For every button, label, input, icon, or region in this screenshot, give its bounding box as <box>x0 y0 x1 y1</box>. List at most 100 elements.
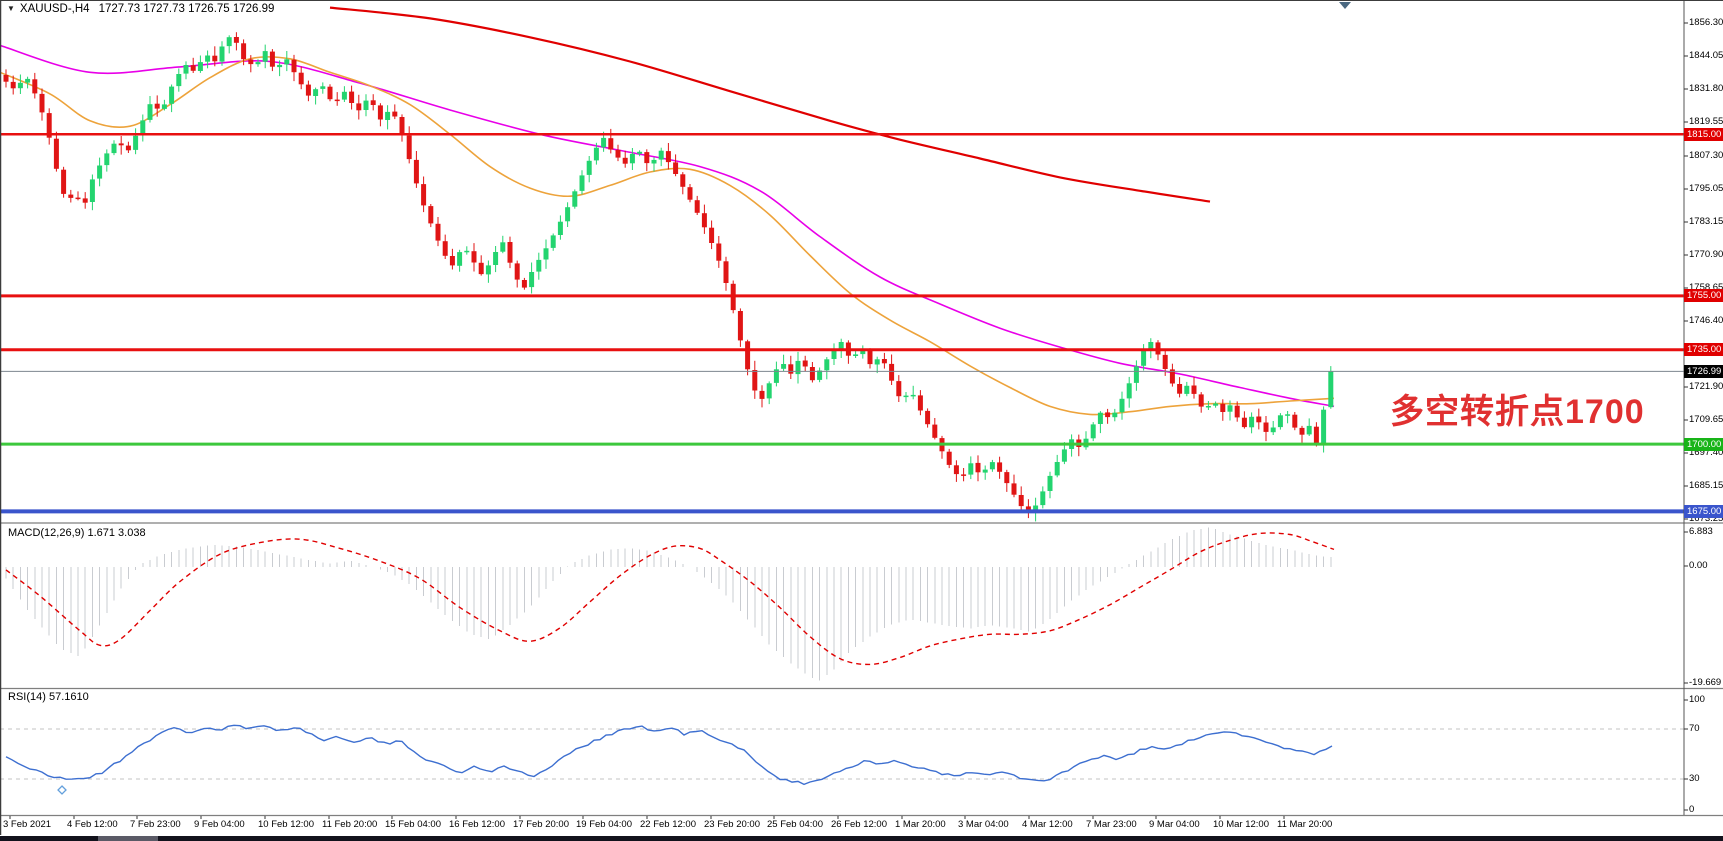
candle-body <box>1011 483 1017 495</box>
price-level-badge: 1675.00 <box>1684 504 1723 518</box>
candle-body <box>565 207 571 222</box>
candle-body <box>694 200 700 213</box>
time-tick-label: 4 Mar 12:00 <box>1022 819 1073 830</box>
time-tick-label: 15 Feb 04:00 <box>385 819 441 830</box>
price-tick-label: 1783.15 <box>1689 216 1723 227</box>
time-tick-label: 22 Feb 12:00 <box>640 819 696 830</box>
time-tick-label: 19 Feb 04:00 <box>576 819 632 830</box>
candle-body <box>385 111 391 120</box>
candle-body <box>795 360 801 375</box>
candle-body <box>658 150 664 160</box>
object-anchor-icon <box>57 785 67 795</box>
candle-body <box>233 37 239 43</box>
candle-body <box>1213 403 1219 406</box>
candle-body <box>629 153 635 164</box>
price-tick-label: 1746.40 <box>1689 315 1723 326</box>
rsi-tick-label: 70 <box>1689 723 1700 734</box>
candle-body <box>881 359 887 364</box>
candle-body <box>1119 398 1125 413</box>
ohlc-readout: 1727.73 1727.73 1726.75 1726.99 <box>98 3 275 15</box>
chart-shift-marker[interactable] <box>1339 2 1351 9</box>
candle-body <box>665 151 671 163</box>
candle-body <box>1241 417 1247 428</box>
macd-tick-label: 0.00 <box>1689 560 1708 571</box>
candle-body <box>1040 491 1046 506</box>
candle-body <box>291 59 297 73</box>
candle-body <box>277 64 283 68</box>
candle-body <box>1004 472 1010 484</box>
candle-body <box>341 91 347 100</box>
candle-body <box>637 151 643 154</box>
candle-body <box>514 263 520 280</box>
price-tick-label: 1844.05 <box>1689 50 1723 61</box>
annotation-text: 多空转折点1700 <box>1390 393 1645 431</box>
candle-body <box>1054 462 1060 476</box>
price-level-badge: 1700.00 <box>1684 437 1723 451</box>
candle-body <box>709 227 715 243</box>
candle-body <box>39 93 45 113</box>
candle-body <box>61 169 67 194</box>
price-tick-label: 1673.25 <box>1689 513 1723 524</box>
rsi-indicator-label: RSI(14) 57.1610 <box>8 691 89 703</box>
time-tick-label: 23 Feb 20:00 <box>704 819 760 830</box>
candle-body <box>557 221 563 235</box>
candle-body <box>975 462 981 473</box>
candle-body <box>651 159 657 164</box>
candle-body <box>464 250 470 253</box>
rsi-line <box>5 724 1333 786</box>
macd-signal-line <box>5 532 1335 666</box>
candle-body <box>997 462 1003 472</box>
candle-body <box>802 360 808 367</box>
taskbar-strip <box>98 836 158 841</box>
candle-body <box>817 370 823 380</box>
symbol-dropdown-arrow-icon: ▼ <box>7 4 15 13</box>
time-tick-label: 9 Mar 04:00 <box>1149 819 1200 830</box>
candle-body <box>32 79 38 94</box>
time-tick-label: 10 Mar 12:00 <box>1213 819 1269 830</box>
candle-body <box>1249 416 1255 428</box>
candle-body <box>1126 383 1132 399</box>
price-tick-label: 1795.05 <box>1689 183 1723 194</box>
candle-body <box>853 354 859 356</box>
candle-body <box>500 242 506 252</box>
macd-tick-label: 6.883 <box>1689 526 1713 537</box>
time-tick-label: 16 Feb 12:00 <box>449 819 505 830</box>
symbol-period-label: XAUUSD-,H4 <box>19 3 90 15</box>
candle-body <box>601 137 607 148</box>
candle-body <box>1061 449 1067 462</box>
time-tick-label: 3 Feb 2021 <box>3 819 52 830</box>
rsi-panel-surface[interactable] <box>0 689 1684 815</box>
candle-body <box>543 248 549 260</box>
candle-body <box>493 252 499 265</box>
candle-body <box>183 65 189 74</box>
candle-body <box>932 424 938 438</box>
candle-body <box>248 59 254 65</box>
candle-body <box>140 120 146 136</box>
price-level-badge: 1815.00 <box>1684 127 1723 141</box>
candle-body <box>421 184 427 206</box>
candle-body <box>176 74 182 87</box>
candle-body <box>1313 426 1319 445</box>
chart-title: ▼ XAUUSD-,H4 1727.73 1727.73 1726.75 1726.… <box>7 3 274 15</box>
price-tick-label: 1685.15 <box>1689 480 1723 491</box>
candle-body <box>104 153 110 166</box>
candle-body <box>903 395 909 398</box>
candle-body <box>212 55 218 62</box>
candle-body <box>305 84 311 96</box>
candle-body <box>1256 416 1262 423</box>
candle-body <box>889 363 895 381</box>
candle-body <box>788 364 794 374</box>
candle-body <box>896 381 902 397</box>
candle-body <box>125 145 131 151</box>
macd-panel-surface[interactable] <box>0 524 1684 688</box>
candle-body <box>593 147 599 161</box>
candle-body <box>1292 414 1298 428</box>
candle-body <box>687 187 693 200</box>
candle-body <box>241 43 247 60</box>
time-tick-label: 1 Mar 20:00 <box>895 819 946 830</box>
candle-body <box>356 103 362 111</box>
candle-body <box>377 105 383 120</box>
candle-body <box>190 65 196 71</box>
price-level-badge: 1735.00 <box>1684 343 1723 357</box>
price-tick-label: 1770.90 <box>1689 249 1723 260</box>
